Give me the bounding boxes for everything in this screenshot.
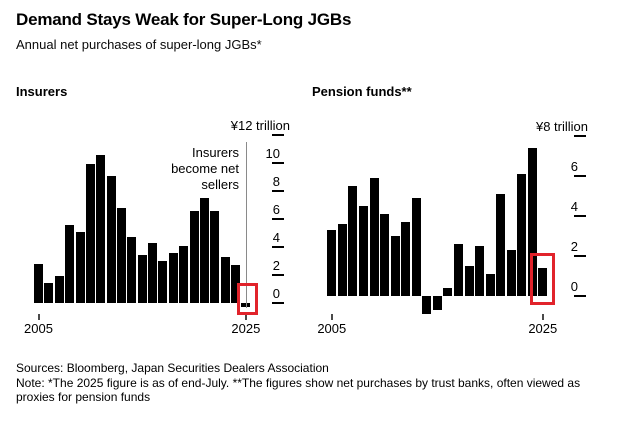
y-tick-dash [272, 246, 284, 248]
bar-2024 [231, 265, 240, 303]
bar-2019 [179, 245, 189, 303]
x-axis-year-label: 2025 [231, 321, 261, 336]
y-tick-dash [272, 134, 284, 136]
x-tick [330, 314, 333, 320]
y-tick-dash [272, 190, 284, 192]
y-tick-label: 6 [272, 202, 280, 217]
bar-2005 [34, 263, 43, 303]
bar-2023 [517, 174, 527, 296]
bar-2020 [485, 274, 495, 296]
y-tick-dash [574, 135, 586, 137]
bar-2006 [337, 224, 347, 296]
highlight-box-2025 [530, 253, 555, 305]
y-tick-label: 2 [570, 239, 578, 254]
bar-2005 [327, 230, 337, 296]
bar-2015 [432, 296, 442, 310]
bar-2013 [117, 207, 126, 303]
panel-title-insurers: Insurers [16, 84, 68, 99]
bar-2012 [401, 222, 411, 296]
y-tick-label: 0 [272, 286, 280, 301]
bar-2006 [44, 283, 54, 303]
bar-2012 [106, 175, 116, 303]
x-tick [244, 314, 247, 320]
annotation-pointer-line [245, 142, 247, 308]
sources-text: Sources: Bloomberg, Japan Securities Dea… [16, 361, 329, 375]
bar-2017 [158, 261, 168, 303]
x-axis-year-label: 2005 [317, 321, 347, 336]
x-tick [541, 314, 544, 320]
bar-2019 [475, 246, 484, 296]
y-axis-unit-label: ¥12 trillion [230, 118, 290, 133]
y-tick-label: 2 [272, 258, 280, 273]
bar-2010 [380, 214, 390, 296]
bar-2020 [189, 210, 199, 303]
bar-2022 [210, 210, 220, 303]
y-tick-dash [574, 215, 586, 217]
y-tick-dash [272, 218, 284, 220]
bar-2014 [422, 296, 432, 314]
bar-2011 [390, 236, 400, 296]
annotation-text-line: Insurers [192, 145, 239, 160]
bar-2008 [65, 224, 75, 303]
bar-2021 [199, 198, 209, 303]
bar-2009 [369, 178, 379, 296]
annotation-text-line: sellers [201, 177, 239, 192]
y-tick-dash [272, 302, 284, 304]
x-axis-year-label: 2025 [528, 321, 558, 336]
bar-2014 [127, 237, 137, 303]
y-tick-dash [272, 162, 284, 164]
bar-2016 [148, 242, 158, 303]
bar-2007 [54, 276, 64, 303]
bar-2017 [453, 244, 463, 296]
y-tick-label: 8 [272, 174, 280, 189]
y-tick-label: 10 [265, 146, 280, 161]
y-axis-unit-label: ¥8 trillion [535, 119, 588, 134]
y-tick-dash [272, 274, 284, 276]
bar-2023 [220, 256, 230, 303]
bar-2011 [96, 154, 106, 303]
bar-2025 [538, 268, 548, 296]
bar-2010 [85, 164, 95, 303]
note-text: Note: *The 2025 figure is as of end-July… [16, 375, 581, 405]
y-tick-label: 4 [272, 230, 280, 245]
bar-2016 [443, 288, 453, 296]
bar-2009 [75, 231, 85, 303]
bar-2021 [496, 194, 506, 296]
highlight-box-2025 [236, 283, 258, 315]
bar-2022 [506, 250, 516, 296]
bar-2013 [411, 198, 421, 296]
x-axis-year-label: 2005 [24, 321, 53, 336]
y-tick-dash [574, 295, 586, 297]
page-title: Demand Stays Weak for Super-Long JGBs [16, 10, 352, 29]
y-tick-dash [574, 255, 586, 257]
y-tick-label: 4 [570, 199, 578, 214]
y-tick-label: 6 [570, 159, 578, 174]
annotation-text-line: become net [171, 161, 239, 176]
bar-2007 [348, 186, 358, 296]
bar-2018 [464, 266, 474, 296]
page-subtitle: Annual net purchases of super-long JGBs* [16, 37, 262, 52]
footer: Sources: Bloomberg, Japan Securities Dea… [16, 361, 596, 405]
bar-2015 [137, 255, 147, 303]
bar-2024 [527, 148, 537, 296]
y-tick-label: 0 [570, 279, 578, 294]
panel-title-pension-funds: Pension funds** [312, 84, 412, 99]
y-tick-dash [574, 175, 586, 177]
bar-2018 [168, 252, 178, 303]
bar-2008 [358, 206, 368, 296]
x-tick [37, 314, 40, 320]
